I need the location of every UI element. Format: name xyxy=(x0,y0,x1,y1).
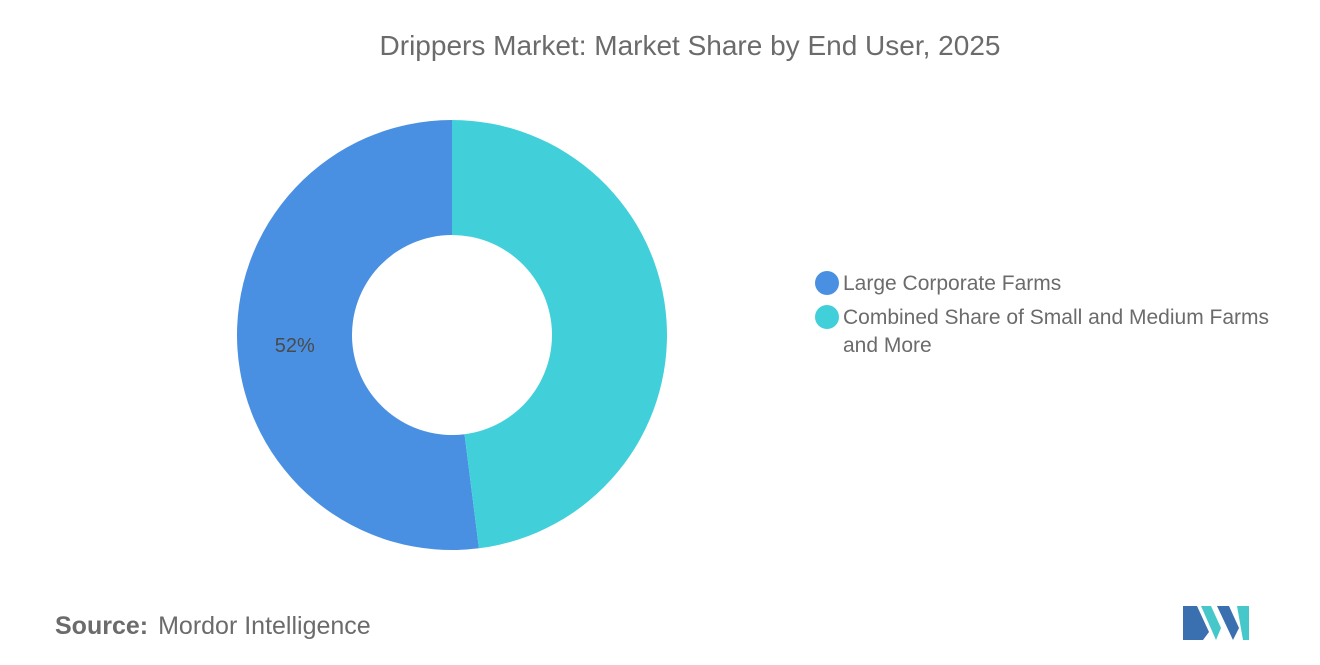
chart-legend: Large Corporate Farms Combined Share of … xyxy=(815,270,1305,366)
mordor-intelligence-logo-icon xyxy=(1183,606,1249,640)
legend-swatch xyxy=(815,305,839,329)
chart-title: Drippers Market: Market Share by End Use… xyxy=(379,30,1001,61)
legend-label: Large Corporate Farms xyxy=(843,272,1062,295)
donut-slice-0 xyxy=(237,120,479,550)
donut-slice-1 xyxy=(452,120,668,549)
legend-label: Combined Share of Small and Medium Farms… xyxy=(843,306,1270,357)
legend-swatch xyxy=(815,271,839,295)
donut-chart: 52% xyxy=(237,120,668,550)
source-value: Mordor Intelligence xyxy=(158,612,371,640)
legend-item-small-medium-farms: Combined Share of Small and Medium Farms… xyxy=(815,304,1305,360)
source-label: Source: xyxy=(55,612,149,640)
legend-item-large-corporate-farms: Large Corporate Farms xyxy=(815,270,1305,298)
source-note: Source: Mordor Intelligence xyxy=(55,612,371,641)
data-label-0: 52% xyxy=(275,335,315,357)
